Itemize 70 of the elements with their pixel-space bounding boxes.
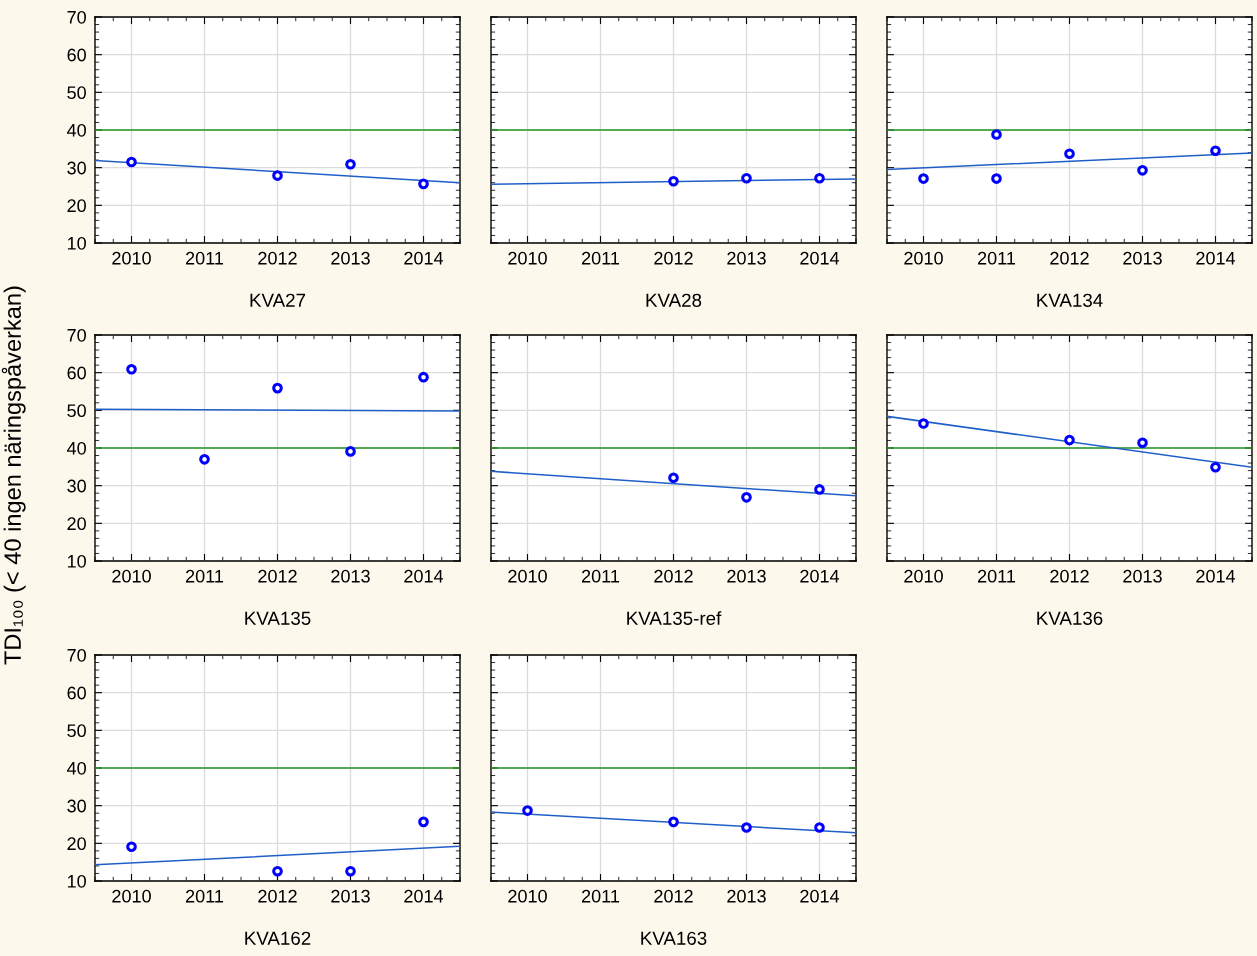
x-tick-label: 2014	[1196, 569, 1236, 583]
x-tick-label: 2014	[800, 889, 840, 903]
x-axis-title: KVA28	[646, 293, 702, 307]
x-tick-label: 2012	[654, 889, 693, 903]
y-tick-label: 50	[67, 724, 86, 738]
x-tick-label: 2013	[1123, 251, 1162, 265]
y-axis-title: TDI₁₀₀ (< 40 ingen näringspåverkan)	[1, 286, 26, 665]
x-tick-label: 2011	[185, 251, 224, 265]
x-tick-label: 2013	[1123, 569, 1162, 583]
y-tick-label: 10	[67, 554, 86, 568]
x-tick-label: 2011	[581, 251, 620, 265]
y-tick-label: 40	[67, 761, 86, 775]
x-tick-label: 2013	[331, 251, 370, 265]
x-tick-label: 2010	[508, 889, 547, 903]
x-tick-label: 2010	[904, 251, 943, 265]
y-tick-label: 50	[67, 404, 86, 418]
x-tick-label: 2011	[185, 569, 224, 583]
x-tick-label: 2013	[331, 889, 370, 903]
x-tick-label: 2011	[185, 889, 224, 903]
x-tick-label: 2012	[1050, 569, 1089, 583]
y-tick-label: 20	[67, 199, 86, 213]
x-tick-label: 2013	[727, 251, 766, 265]
y-tick-label: 70	[67, 648, 86, 662]
x-axis-title: KVA163	[641, 931, 707, 945]
x-tick-label: 2012	[654, 569, 693, 583]
y-tick-label: 60	[67, 366, 86, 380]
y-tick-label: 70	[67, 10, 86, 24]
x-tick-label: 2013	[727, 569, 766, 583]
x-tick-label: 2011	[581, 889, 620, 903]
x-tick-label: 2010	[112, 251, 151, 265]
x-tick-label: 2010	[508, 569, 547, 583]
x-tick-label: 2010	[508, 251, 547, 265]
x-tick-label: 2014	[404, 569, 444, 583]
y-tick-label: 20	[67, 837, 86, 851]
y-tick-label: 40	[67, 123, 86, 137]
y-tick-label: 60	[67, 686, 86, 700]
x-axis-title: KVA135	[245, 611, 311, 625]
x-tick-label: 2011	[977, 569, 1016, 583]
y-tick-label: 30	[67, 161, 86, 175]
x-axis-title: KVA162	[245, 931, 311, 945]
y-tick-label: 10	[67, 236, 86, 250]
x-tick-label: 2012	[258, 569, 297, 583]
x-tick-label: 2012	[654, 251, 693, 265]
x-tick-label: 2010	[904, 569, 943, 583]
y-tick-label: 10	[67, 874, 86, 888]
x-tick-label: 2010	[112, 889, 151, 903]
x-tick-label: 2011	[977, 251, 1016, 265]
x-axis-title: KVA135-ref	[627, 611, 722, 625]
y-tick-label: 30	[67, 479, 86, 493]
y-tick-label: 70	[67, 328, 86, 342]
y-tick-label: 40	[67, 441, 86, 455]
x-axis-title: KVA134	[1037, 293, 1103, 307]
y-tick-label: 20	[67, 517, 86, 531]
y-tick-label: 60	[67, 48, 86, 62]
x-tick-label: 2010	[112, 569, 151, 583]
x-tick-label: 2012	[1050, 251, 1089, 265]
y-tick-label: 30	[67, 799, 86, 813]
x-tick-label: 2013	[727, 889, 766, 903]
x-tick-label: 2011	[581, 569, 620, 583]
x-tick-label: 2014	[404, 251, 444, 265]
x-tick-label: 2012	[258, 251, 297, 265]
x-axis-title: KVA136	[1037, 611, 1103, 625]
x-tick-label: 2014	[1196, 251, 1236, 265]
x-tick-label: 2013	[331, 569, 370, 583]
x-axis-title: KVA27	[250, 293, 306, 307]
y-tick-label: 50	[67, 86, 86, 100]
x-tick-label: 2014	[800, 251, 840, 265]
x-tick-label: 2014	[404, 889, 444, 903]
x-tick-label: 2012	[258, 889, 297, 903]
x-tick-label: 2014	[800, 569, 840, 583]
